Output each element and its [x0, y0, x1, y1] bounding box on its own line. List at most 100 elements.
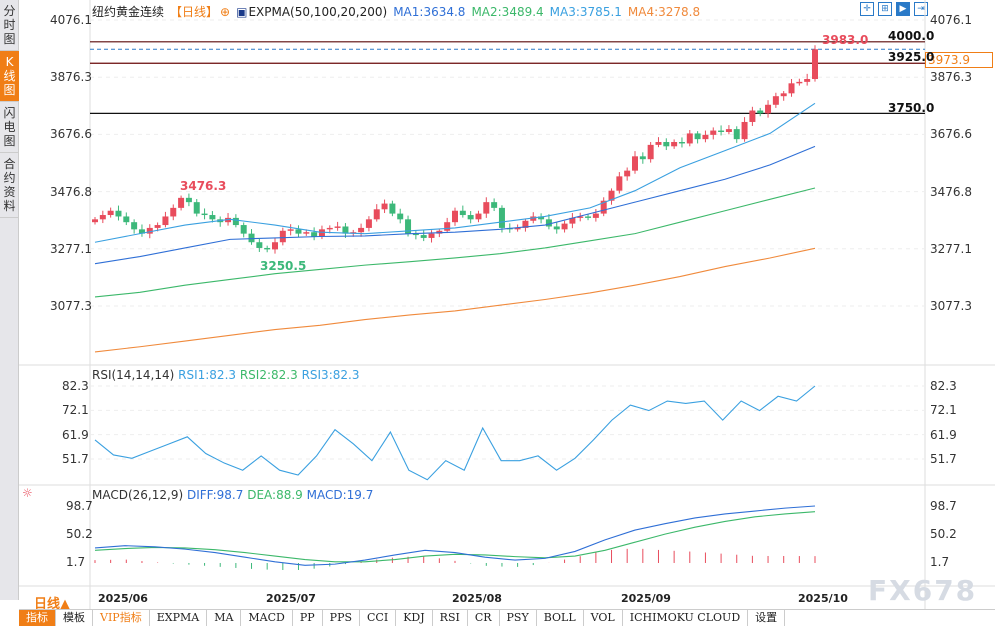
price-axis-label: 3676.6: [930, 127, 972, 142]
candle-body: [420, 235, 427, 238]
candle-body: [162, 216, 169, 226]
candle-body: [475, 213, 482, 220]
candle-body: [99, 215, 106, 220]
candle-body: [303, 232, 310, 234]
candle-body: [201, 213, 208, 216]
candle-body: [311, 232, 318, 237]
candle-body: [123, 216, 130, 223]
price-axis-label-left: 3476.8: [50, 184, 92, 199]
indicator-tab[interactable]: VOL: [584, 610, 623, 626]
low-annotation: 3250.5: [260, 259, 307, 273]
candle-body: [514, 227, 521, 230]
indicator-tab[interactable]: 模板: [56, 610, 93, 626]
candle-body: [498, 207, 505, 228]
indicator-tab[interactable]: VIP指标: [93, 610, 150, 626]
dea-value: DEA:88.9: [247, 488, 303, 502]
candle-body: [592, 213, 599, 218]
play-icon[interactable]: ▶: [896, 2, 910, 16]
tab-timeshare[interactable]: 分时图: [0, 0, 19, 51]
macd-axis-label: 50.2: [930, 527, 957, 541]
price-axis-label: 3476.8: [930, 184, 972, 199]
macd-axis-label: 1.7: [930, 555, 950, 569]
candle-body: [553, 226, 560, 230]
ma3-value: MA3:3785.1: [549, 5, 622, 19]
goto-end-icon[interactable]: ⇥: [914, 2, 928, 16]
expma-ma3-line: [94, 102, 816, 243]
indicator-tab[interactable]: CCI: [360, 610, 397, 626]
candle-body: [358, 227, 365, 233]
rsi-header: RSI(14,14,14) RSI1:82.3 RSI2:82.3 RSI3:8…: [92, 368, 359, 382]
period-button[interactable]: 日线▲: [34, 597, 70, 612]
candle-body: [671, 142, 678, 147]
candle-body: [718, 130, 725, 132]
indicator-tab[interactable]: 设置: [748, 610, 786, 626]
indicator-tab[interactable]: MACD: [241, 610, 293, 626]
rsi-axis-label: 51.7: [930, 452, 957, 466]
rsi-axis-label-left: 51.7: [62, 452, 89, 466]
fit-range-icon[interactable]: ⊞: [878, 2, 892, 16]
indicator-tab[interactable]: 指标: [19, 610, 56, 626]
chart-header: 纽约黄金连续 【日线】 ⊕ ▣EXPMA(50,100,20,200) MA1:3634…: [92, 3, 706, 20]
candle-body: [373, 209, 380, 220]
sun-icon[interactable]: ☼: [22, 486, 33, 500]
indicator-tab[interactable]: PPS: [323, 610, 361, 626]
price-axis-label: 4076.1: [930, 13, 972, 27]
tab-flash[interactable]: 闪电图: [0, 102, 19, 153]
month-label: 2025/08: [452, 592, 502, 605]
indicator-tab[interactable]: PSY: [500, 610, 537, 626]
candle-body: [772, 96, 779, 105]
candle-body: [389, 203, 396, 214]
candle-body: [780, 93, 787, 97]
diff-value: DIFF:98.7: [186, 488, 244, 502]
candle-body: [405, 219, 412, 234]
indicator-tab[interactable]: EXPMA: [150, 610, 208, 626]
candle-body: [561, 223, 568, 230]
candle-body: [154, 225, 161, 228]
indicator-icon[interactable]: ▣: [236, 5, 248, 19]
macd-header: MACD(26,12,9) DIFF:98.7 DEA:88.9 MACD:19…: [92, 488, 373, 502]
candle-body: [710, 130, 717, 135]
candle-body: [295, 229, 302, 234]
dea-line: [94, 511, 816, 563]
candle-body: [107, 210, 114, 216]
rsi-axis-label-left: 72.1: [62, 403, 89, 418]
candle-body: [686, 133, 693, 144]
candle-body: [585, 216, 592, 218]
candle-body: [804, 79, 811, 82]
hline-label-3750: 3750.0: [888, 101, 935, 115]
candle-body: [694, 133, 701, 140]
candle-body: [538, 216, 545, 220]
indicator-tab[interactable]: MA: [207, 610, 242, 626]
candle-body: [647, 144, 654, 160]
indicator-tab[interactable]: RSI: [433, 610, 468, 626]
crosshair-icon[interactable]: ✛: [860, 2, 874, 16]
price-axis-label-left: 3676.6: [50, 127, 92, 142]
indicator-tab[interactable]: PP: [293, 610, 323, 626]
candle-body: [365, 219, 372, 228]
candle-body: [209, 215, 216, 220]
month-label: 2025/06: [98, 592, 148, 605]
add-icon[interactable]: ⊕: [220, 5, 231, 19]
indicator-tab[interactable]: KDJ: [396, 610, 433, 626]
price-axis-label: 3077.3: [930, 299, 972, 313]
tab-kline[interactable]: K线图: [0, 51, 19, 102]
candle-body: [334, 226, 341, 228]
candle-body: [256, 242, 263, 248]
candle-body: [459, 210, 466, 216]
ma2-value: MA2:3489.4: [471, 5, 544, 19]
candle-body: [428, 233, 435, 238]
indicator-name[interactable]: EXPMA(50,100,20,200): [248, 5, 388, 19]
tab-contract-info[interactable]: 合约资料: [0, 153, 19, 218]
rsi2-value: RSI2:82.3: [239, 368, 298, 382]
candle-body: [616, 176, 623, 191]
candle-body: [733, 129, 740, 140]
candle-body: [412, 233, 419, 236]
sidebar: 分时图 K线图 闪电图 合约资料: [0, 0, 19, 600]
macd-value: MACD:19.7: [306, 488, 374, 502]
indicator-tab[interactable]: ICHIMOKU CLOUD: [623, 610, 749, 626]
candle-body: [600, 200, 607, 214]
indicator-tab[interactable]: CR: [468, 610, 500, 626]
candle-body: [444, 222, 451, 231]
indicator-tab[interactable]: BOLL: [537, 610, 584, 626]
